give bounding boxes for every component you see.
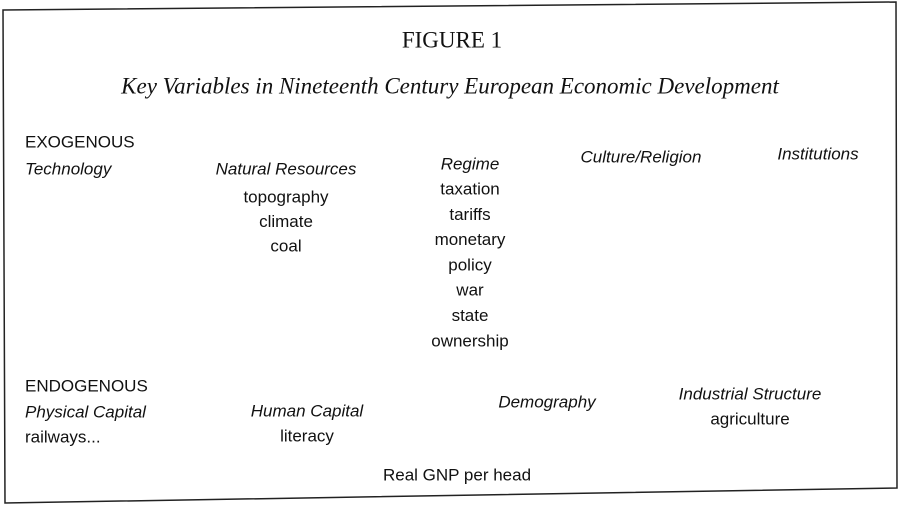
outcome: Real GNP per head — [383, 465, 531, 484]
column-heading: Technology — [25, 159, 113, 178]
column-item: literacy — [280, 426, 334, 445]
column-item: railways... — [25, 427, 101, 446]
column-heading: Human Capital — [251, 401, 365, 420]
column-heading: Regime — [441, 154, 500, 173]
column-item: monetary — [435, 230, 506, 249]
section-heading: ENDOGENOUS — [25, 376, 148, 395]
column-item: war — [455, 281, 484, 300]
column-item: climate — [259, 212, 313, 231]
column-heading: Industrial Structure — [679, 384, 822, 403]
column-heading: Culture/Religion — [581, 147, 702, 166]
column-item: agriculture — [710, 409, 789, 428]
column-item: coal — [270, 236, 301, 255]
column-item: state — [452, 306, 489, 325]
column-item: tariffs — [449, 205, 490, 224]
column-heading: Demography — [498, 392, 597, 411]
section-heading: EXOGENOUS — [25, 132, 135, 151]
column-item: topography — [243, 187, 329, 206]
column-item: taxation — [440, 179, 500, 198]
column-heading: Institutions — [777, 144, 859, 163]
figure-label: FIGURE 1 — [402, 27, 502, 52]
column-item: policy — [448, 255, 492, 274]
figure-title: Key Variables in Nineteenth Century Euro… — [120, 73, 779, 98]
column-item: ownership — [431, 331, 509, 350]
column-heading: Natural Resources — [216, 159, 357, 178]
column-heading: Physical Capital — [25, 402, 147, 421]
